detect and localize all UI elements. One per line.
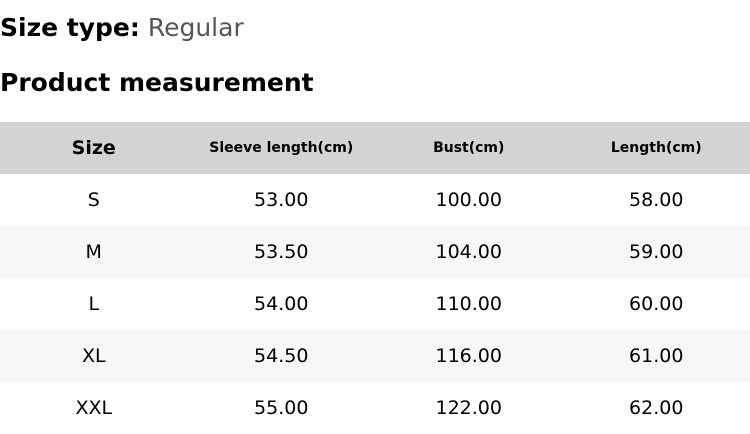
table-row: L 54.00 110.00 60.00 — [0, 278, 750, 330]
table-row: XXL 55.00 122.00 62.00 — [0, 382, 750, 434]
table-cell: 53.50 — [254, 241, 309, 263]
section-title: Product measurement — [0, 68, 314, 97]
table-cell: S — [87, 189, 100, 211]
table-cell: 60.00 — [629, 293, 684, 315]
table-cell: 59.00 — [629, 241, 684, 263]
table-cell: M — [85, 241, 102, 263]
table-cell: 122.00 — [435, 397, 502, 419]
size-type-value: Regular — [147, 13, 244, 42]
table-cell: XL — [81, 345, 106, 367]
table-cell: 58.00 — [629, 189, 684, 211]
table-header-row: Size Sleeve length(cm) Bust(cm) Length(c… — [0, 122, 750, 174]
table-cell: 54.00 — [254, 293, 309, 315]
table-row: XL 54.50 116.00 61.00 — [0, 330, 750, 382]
column-header: Size — [71, 137, 116, 159]
table-cell: 62.00 — [629, 397, 684, 419]
table-cell: 104.00 — [435, 241, 502, 263]
size-type: Size type: Regular — [0, 11, 244, 45]
measurement-table: Size Sleeve length(cm) Bust(cm) Length(c… — [0, 122, 750, 434]
table-row: M 53.50 104.00 59.00 — [0, 226, 750, 278]
column-header: Length(cm) — [610, 140, 702, 156]
table-cell: 61.00 — [629, 345, 684, 367]
table-cell: 54.50 — [254, 345, 309, 367]
table-row: S 53.00 100.00 58.00 — [0, 174, 750, 226]
table-cell: 110.00 — [435, 293, 502, 315]
column-header: Bust(cm) — [433, 140, 505, 156]
table-cell: 55.00 — [254, 397, 309, 419]
table-cell: XXL — [75, 397, 113, 419]
size-type-label: Size type: — [0, 13, 140, 42]
table-cell: 100.00 — [435, 189, 502, 211]
table-cell: L — [88, 293, 100, 315]
table-cell: 116.00 — [435, 345, 502, 367]
table-cell: 53.00 — [254, 189, 309, 211]
column-header: Sleeve length(cm) — [209, 140, 354, 156]
